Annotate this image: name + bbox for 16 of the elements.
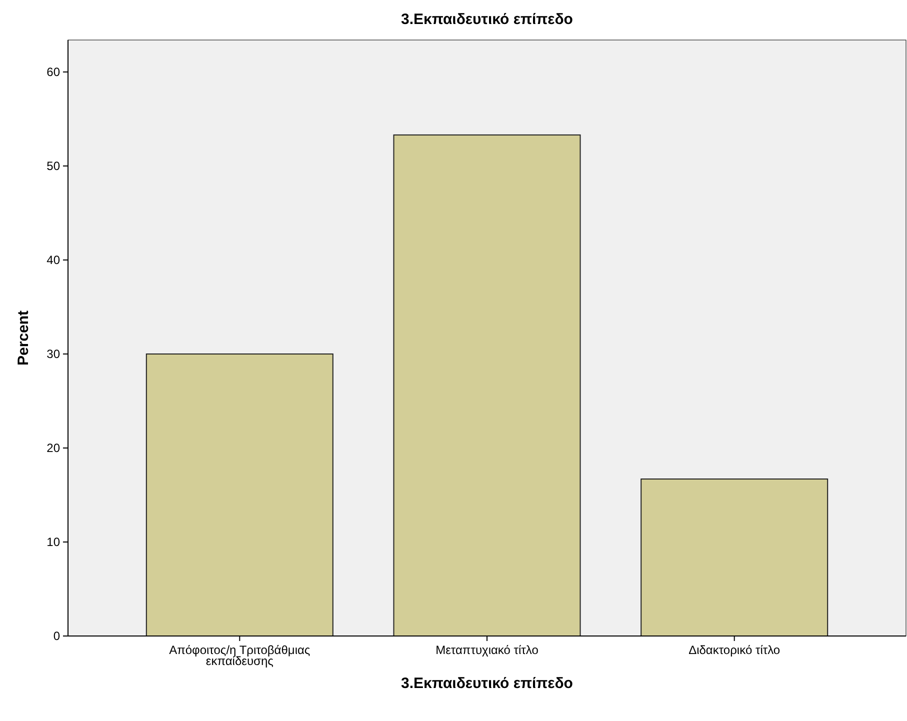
bar (146, 353, 334, 636)
y-tick-label: 60 (46, 65, 60, 80)
bar (393, 134, 581, 636)
x-axis-title: 3.Εκπαιδευτικό επίπεδο (401, 675, 573, 692)
y-tick-label: 0 (53, 629, 60, 644)
y-axis-title: Percent (15, 310, 32, 366)
y-tick-label: 20 (46, 441, 60, 456)
chart-title: 3.Εκπαιδευτικό επίπεδο (401, 11, 573, 28)
y-tick-label: 40 (46, 253, 60, 268)
x-tick-label: Μεταπτυχιακό τίτλο (436, 643, 539, 657)
y-tick-label: 10 (46, 535, 60, 550)
y-tick-label: 50 (46, 159, 60, 174)
x-tick-label: Απόφοιτος/η Τριτοβάθμιας εκπαίδευσης (169, 643, 310, 668)
bar (640, 478, 828, 636)
y-tick-label: 30 (46, 347, 60, 362)
x-tick-label: Διδακτορικό τίτλο (688, 643, 780, 657)
